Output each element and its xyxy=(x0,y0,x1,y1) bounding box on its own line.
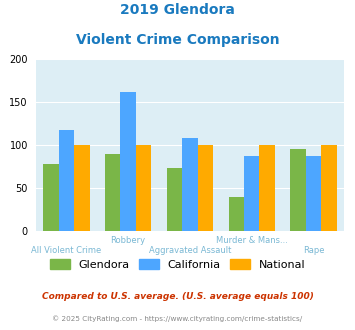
Text: Compared to U.S. average. (U.S. average equals 100): Compared to U.S. average. (U.S. average … xyxy=(42,292,313,301)
Bar xyxy=(198,145,213,231)
Bar xyxy=(74,145,89,231)
Bar xyxy=(244,156,260,231)
Text: © 2025 CityRating.com - https://www.cityrating.com/crime-statistics/: © 2025 CityRating.com - https://www.city… xyxy=(53,315,302,322)
Text: Rape: Rape xyxy=(303,246,324,255)
Bar xyxy=(306,156,321,231)
Text: Violent Crime Comparison: Violent Crime Comparison xyxy=(76,33,279,47)
Bar xyxy=(229,197,244,231)
Text: All Violent Crime: All Violent Crime xyxy=(31,246,102,255)
Bar xyxy=(321,145,337,231)
Legend: Glendora, California, National: Glendora, California, National xyxy=(45,255,310,274)
Bar xyxy=(182,138,198,231)
Text: 2019 Glendora: 2019 Glendora xyxy=(120,3,235,17)
Text: Aggravated Assault: Aggravated Assault xyxy=(149,246,231,255)
Bar xyxy=(136,145,151,231)
Text: Robbery: Robbery xyxy=(111,236,146,245)
Bar xyxy=(43,164,59,231)
Bar xyxy=(260,145,275,231)
Bar xyxy=(167,168,182,231)
Bar xyxy=(59,130,74,231)
Bar xyxy=(290,149,306,231)
Bar xyxy=(120,92,136,231)
Bar xyxy=(105,154,120,231)
Text: Murder & Mans...: Murder & Mans... xyxy=(216,236,288,245)
